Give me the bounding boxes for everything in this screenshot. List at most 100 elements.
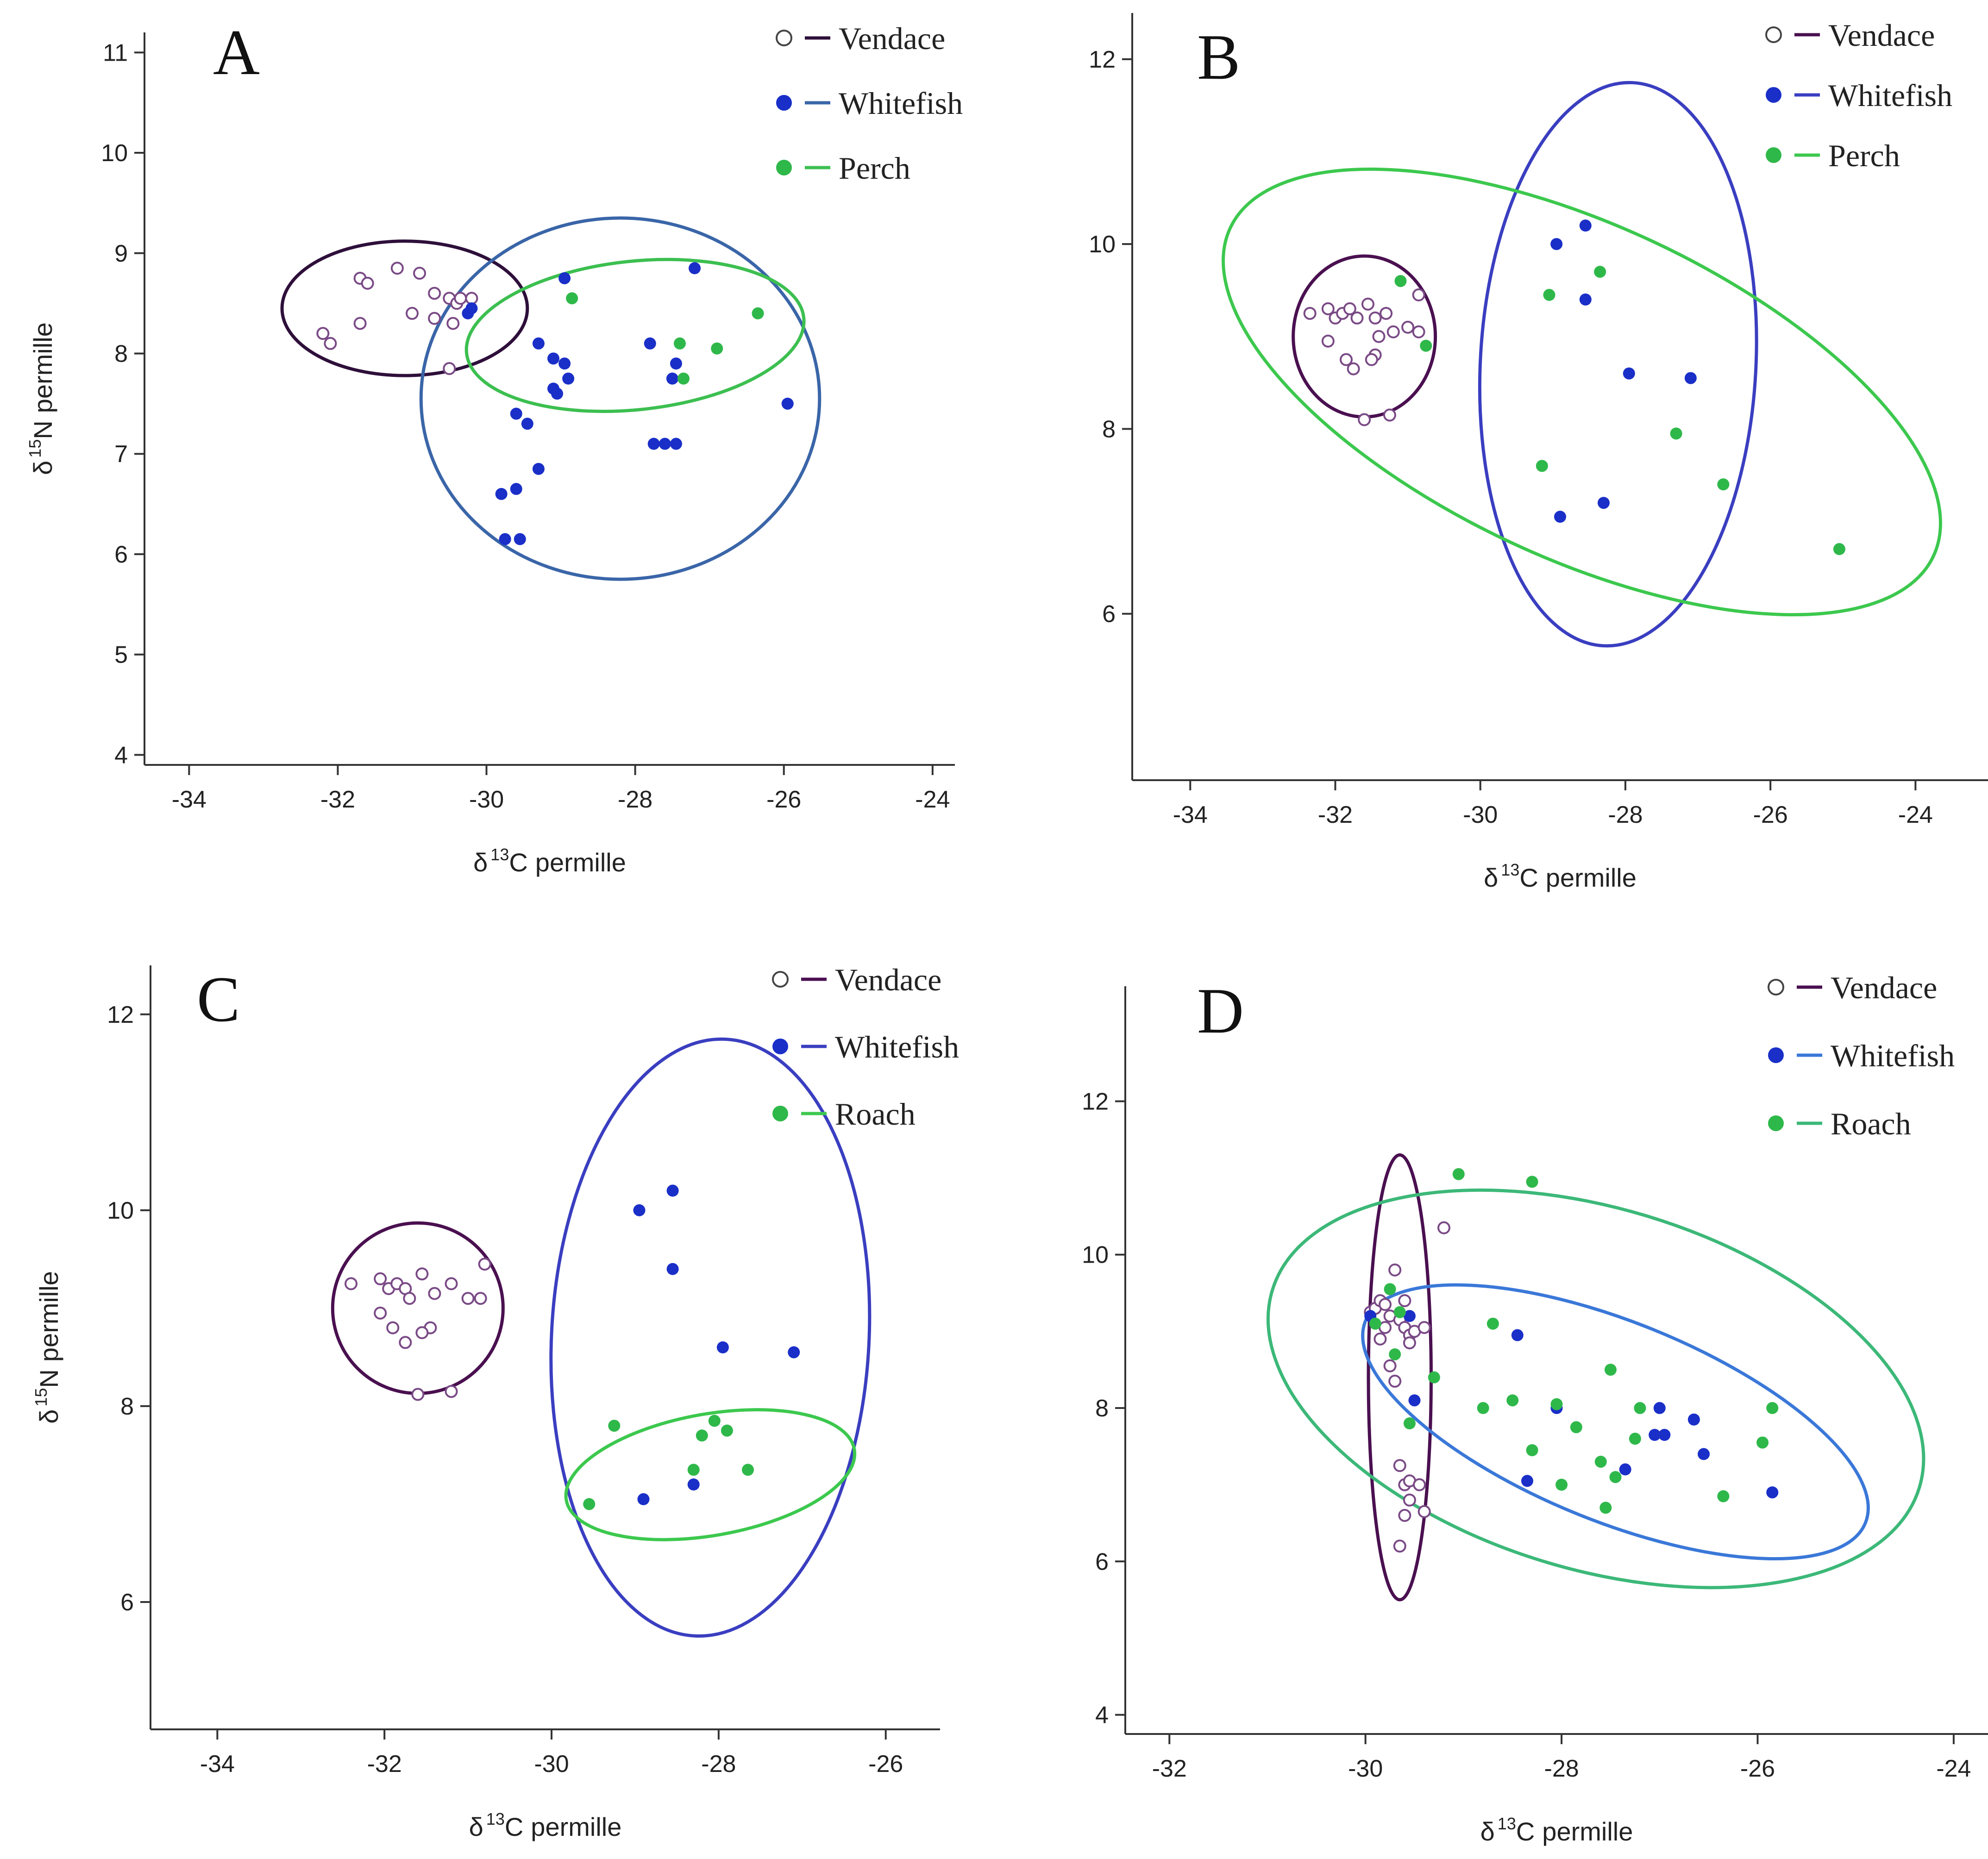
panel-c-roach-point — [583, 1498, 596, 1510]
panel-d-axes: -32 -30 -28 -26 -24 4 6 8 10 12 δ 13C permille — [1082, 986, 1988, 1846]
panel-a-whitefish-point — [670, 438, 682, 450]
panel-c-vendace-point — [403, 1292, 416, 1305]
panel-d-legend: Vendace Whitefish Roach — [1768, 970, 1955, 1141]
panel-c-vendace-point — [399, 1336, 412, 1349]
panel-d-roach-point — [1486, 1317, 1499, 1330]
panel-d-vendace-point — [1373, 1332, 1387, 1346]
y-axis-label: δ 15Npermille — [31, 1271, 63, 1424]
y-tick-label: 6 — [120, 1589, 134, 1616]
y-axis-label-unit: permille — [28, 322, 57, 413]
panel-d-vendace-point — [1417, 1321, 1431, 1334]
panel-a-perch-point — [673, 337, 686, 350]
panel-d-legend-whitefish-marker — [1768, 1047, 1784, 1063]
panel-d-whitefish-point — [1766, 1486, 1779, 1499]
x-axis-label-mass: 13 — [1498, 1814, 1516, 1833]
panel-a-vendace-point — [428, 312, 441, 325]
y-axis-label-symbol: δ — [34, 1409, 63, 1424]
panel-d-roach-point — [1555, 1478, 1568, 1491]
panel-c-legend-whitefish-marker — [772, 1039, 788, 1054]
panel-b-whitefish-point — [1554, 511, 1566, 523]
y-tick-label: 6 — [1102, 601, 1116, 628]
panel-d-letter: D — [1197, 975, 1244, 1047]
x-axis-label-element: C — [1519, 863, 1538, 892]
panel-c-legend-vendace-label: Vendace — [835, 962, 941, 997]
y-tick-label: 6 — [114, 541, 128, 568]
y-axis-label-mass: 15 — [31, 1388, 50, 1407]
panel-b-vendace-point — [1401, 320, 1415, 334]
panel-d-vendace-point — [1379, 1298, 1392, 1311]
panel-c-letter: C — [197, 964, 240, 1035]
panel-d-vendace-point — [1413, 1478, 1426, 1491]
panel-b-vendace-point — [1383, 408, 1396, 422]
x-axis-label-symbol: δ — [1480, 1817, 1495, 1846]
panel-a-vendace-point — [316, 327, 330, 340]
panel-d-vendace-point — [1393, 1540, 1406, 1553]
panel-d-legend-whitefish-label: Whitefish — [1831, 1038, 1955, 1073]
panel-c-legend-roach-marker — [772, 1106, 788, 1121]
x-axis-label: δ 13C permille — [469, 1809, 622, 1841]
panel-b-legend-vendace-marker — [1765, 26, 1782, 43]
panel-a-vendace-point — [390, 262, 404, 275]
panel-c-vendace-point — [445, 1277, 458, 1290]
panel-c-whitefish-point — [666, 1263, 679, 1275]
panel-a-whitefish-point — [558, 272, 571, 284]
panel-a-whitefish-point — [465, 302, 478, 314]
panel-b-whitefish-point — [1597, 497, 1610, 509]
panel-b-vendace-point — [1412, 325, 1425, 338]
x-tick-label: -32 — [367, 1751, 402, 1778]
panel-c-roach-point — [696, 1429, 708, 1442]
panel-d: D -32 -30 -28 -26 -24 4 6 8 10 12 δ 13C permille Ven… — [1082, 970, 1988, 1846]
panel-b-vendace-point — [1368, 311, 1382, 325]
panel-d-vendace-point — [1403, 1493, 1416, 1507]
panel-a-vendace-point — [446, 317, 460, 330]
panel-b-vendace-point — [1380, 307, 1393, 320]
panel-c-whitefish-point — [637, 1493, 650, 1505]
panel-a-perch-point — [677, 372, 690, 385]
y-axis-label: δ 15Npermille — [25, 322, 57, 475]
panel-b-vendace-point — [1350, 311, 1364, 325]
x-tick-label: -26 — [868, 1751, 903, 1778]
panel-d-roach-point — [1526, 1176, 1538, 1188]
panel-a-legend-whitefish-marker — [776, 95, 792, 111]
panel-a-vendace-point — [324, 337, 337, 350]
x-axis-label-mass: 13 — [1501, 860, 1519, 879]
panel-a-legend: Vendace Whitefish Perch — [776, 21, 963, 186]
y-tick-label: 10 — [107, 1197, 134, 1224]
x-axis-label-symbol: δ — [1484, 863, 1498, 892]
x-axis-label: δ 13C permille — [1484, 860, 1637, 892]
x-axis-label-element: C — [1516, 1817, 1535, 1846]
panel-d-roach-point — [1369, 1317, 1381, 1330]
panel-a-legend-perch-marker — [776, 160, 792, 175]
y-tick-label: 8 — [114, 340, 128, 367]
panel-c-legend: Vendace Whitefish Roach — [772, 962, 959, 1132]
panel-d-whitefish-point — [1408, 1394, 1421, 1407]
panel-a-ellipses — [280, 216, 822, 581]
panel-c-vendace-point — [474, 1292, 487, 1305]
panel-c-points — [345, 1184, 800, 1510]
panel-b-axes: -34 -32 -30 -28 -26 -24 6 8 10 12 δ 13C permille — [1089, 13, 1988, 892]
panel-d-roach-point — [1599, 1502, 1612, 1514]
panel-d-vendace-point — [1417, 1505, 1431, 1518]
panel-d-roach-point — [1717, 1490, 1730, 1502]
y-tick-label: 4 — [114, 742, 128, 769]
panel-a-vendace-point — [405, 307, 419, 320]
panel-a-whitefish-point — [499, 533, 511, 545]
y-tick-label: 10 — [101, 140, 128, 167]
panel-a-vendace-point — [428, 287, 441, 300]
panel-d-legend-vendace-label: Vendace — [1831, 970, 1937, 1005]
panel-b-vendace-point — [1386, 325, 1400, 338]
panel-d-roach-point — [1609, 1471, 1622, 1483]
panel-d-roach-point — [1452, 1168, 1465, 1180]
panel-a-whitefish-point — [495, 488, 508, 500]
panel-b-perch-point — [1833, 543, 1845, 555]
panel-d-roach-point — [1389, 1348, 1401, 1361]
panel-b-legend-whitefish-label: Whitefish — [1828, 78, 1952, 113]
y-tick-label: 12 — [1089, 46, 1116, 73]
panel-b-vendace-point — [1412, 288, 1425, 301]
x-axis-label-unit: permille — [1546, 863, 1637, 892]
panel-b-vendace-point — [1365, 353, 1378, 366]
panel-a-whitefish-point — [510, 407, 522, 420]
panel-d-vendace-point — [1388, 1375, 1402, 1388]
panel-d-whitefish-point — [1687, 1413, 1700, 1426]
